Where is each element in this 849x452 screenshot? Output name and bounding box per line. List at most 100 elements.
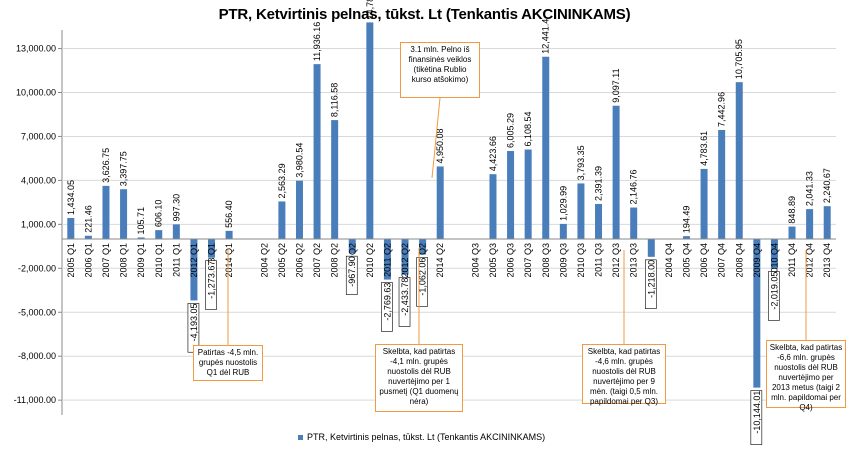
data-label-box — [205, 260, 217, 310]
x-tick-label: 2007 Q3 — [523, 243, 533, 278]
y-tick-labels: -11,000.00 -8,000.00 -5,000.00 -2,000.00 1,0… — [14, 44, 56, 406]
x-tick-label: 2006 Q4 — [699, 243, 709, 278]
data-label: 556.40 — [224, 200, 234, 228]
data-label: 848.89 — [787, 196, 797, 224]
data-labels: 1,434.05 221.46 3,626.75 3,397.75 105.71 606.… — [66, 0, 832, 445]
data-label: 9,097.11 — [611, 68, 621, 102]
bar — [102, 185, 110, 239]
data-label: 997.30 — [171, 194, 181, 222]
data-label-text: 4,950.08 — [435, 128, 445, 163]
y-tick-label: 13,000.00 — [16, 44, 56, 54]
bar — [278, 201, 286, 239]
data-label-text: 2,563.29 — [277, 163, 287, 198]
bar — [401, 239, 409, 275]
data-label: 11,936.16 — [312, 22, 322, 61]
bar — [366, 22, 374, 240]
bar — [700, 168, 708, 239]
data-label: -1,273.67 — [205, 260, 217, 310]
data-label-text: 14,783.33 — [365, 0, 375, 19]
bar — [208, 239, 216, 258]
data-label: -1,218.00 — [644, 259, 657, 309]
bar — [137, 237, 145, 239]
data-label: 7,442.96 — [717, 92, 727, 127]
x-tick-label: 2004 Q3 — [470, 243, 480, 278]
data-label: 3,626.75 — [101, 148, 111, 183]
data-label-text: 194.49 — [681, 206, 691, 234]
bar — [313, 64, 321, 239]
bar — [225, 230, 233, 239]
data-label-text: 9,097.11 — [611, 68, 621, 102]
x-tick-label: 2012 Q1 — [189, 243, 199, 278]
data-label-text: 7,442.96 — [717, 92, 727, 127]
data-label-text: 3,980.54 — [294, 143, 304, 178]
data-label: 6,108.54 — [523, 111, 533, 146]
x-tick-label: 2005 Q4 — [681, 243, 691, 278]
bar — [84, 235, 92, 239]
data-label-box — [644, 259, 657, 309]
callout-connectors — [227, 97, 807, 345]
data-label: -2,769.63 — [381, 282, 393, 332]
bar — [823, 206, 831, 239]
x-tick-label: 2014 Q2 — [435, 243, 445, 278]
bar — [190, 239, 198, 301]
data-label: 2,563.29 — [277, 163, 287, 198]
data-label: 606.10 — [154, 200, 164, 228]
bars — [67, 22, 831, 388]
data-label: -2,019.05 — [768, 271, 780, 321]
y-tick-label: -5,000.00 — [18, 307, 56, 317]
data-label-text: 3,793.35 — [576, 145, 586, 180]
data-label-text: 6,005.29 — [506, 113, 516, 148]
x-tick-label: 2008 Q1 — [119, 243, 129, 278]
y-tick-label: 10,000.00 — [16, 88, 56, 98]
x-tick-label: 2006 Q1 — [83, 243, 93, 278]
x-tick-label: 2007 Q4 — [717, 243, 727, 278]
data-label: 221.46 — [83, 205, 93, 233]
y-tick-label: -11,000.00 — [14, 395, 56, 405]
x-tick-label: 2008 Q4 — [734, 243, 744, 278]
data-label-text: 6,108.54 — [523, 111, 533, 146]
bar — [383, 239, 391, 280]
data-label-text: 4,783.61 — [699, 131, 709, 166]
callout-finance-gain: 3.1 mln. Pelno iš finansinės veiklos (ti… — [400, 42, 480, 98]
data-label: 4,423.66 — [488, 136, 498, 171]
bar — [348, 239, 356, 254]
y-tick-label: 4,000.00 — [21, 175, 56, 185]
data-label-text: 221.46 — [83, 205, 93, 233]
data-label: -2,433.78 — [398, 277, 411, 327]
data-label-box — [750, 390, 763, 445]
data-label-text: 8,116.58 — [330, 83, 340, 117]
bar — [524, 149, 532, 239]
data-label-text: -1,273.67 — [207, 261, 217, 299]
data-label-box — [345, 255, 358, 295]
legend-label: PTR, Ketvirtinis pelnas, tūkst. Lt (Tenk… — [307, 432, 546, 442]
data-label-text: -1,062.06 — [418, 258, 428, 296]
x-tick-label: 2012 Q3 — [611, 243, 621, 278]
data-label-text: -967.90 — [347, 256, 357, 287]
bar — [682, 236, 690, 239]
callout-connector — [431, 97, 441, 179]
x-tick-label: 2009 Q4 — [752, 243, 762, 278]
data-label-box — [416, 257, 428, 307]
data-label-text: 12,441.4 — [541, 19, 551, 54]
data-label-text: -4,193.05 — [189, 303, 199, 341]
data-label-box — [768, 271, 780, 321]
x-tick-label: 2009 Q1 — [136, 243, 146, 278]
x-tick-label: 2008 Q2 — [330, 243, 340, 278]
data-label-text: 2,391.39 — [594, 166, 604, 201]
bar — [295, 180, 303, 239]
bar — [172, 224, 180, 239]
bar — [753, 239, 761, 388]
bar — [647, 239, 655, 257]
bar — [542, 56, 550, 239]
bar — [507, 151, 515, 239]
data-label-text: 3,397.75 — [119, 151, 129, 186]
x-tick-label: 2014 Q1 — [224, 243, 234, 278]
bar — [612, 105, 620, 239]
x-tick-label: 2011 Q4 — [787, 243, 797, 277]
x-tick-label: 2011 Q3 — [594, 243, 604, 277]
data-label-text: -2,433.78 — [400, 278, 410, 316]
y-tick-label: 1,000.00 — [21, 219, 56, 229]
x-tick-label: 2012 Q4 — [805, 243, 815, 278]
bar — [577, 183, 585, 239]
data-label: -1,062.06 — [416, 257, 428, 307]
